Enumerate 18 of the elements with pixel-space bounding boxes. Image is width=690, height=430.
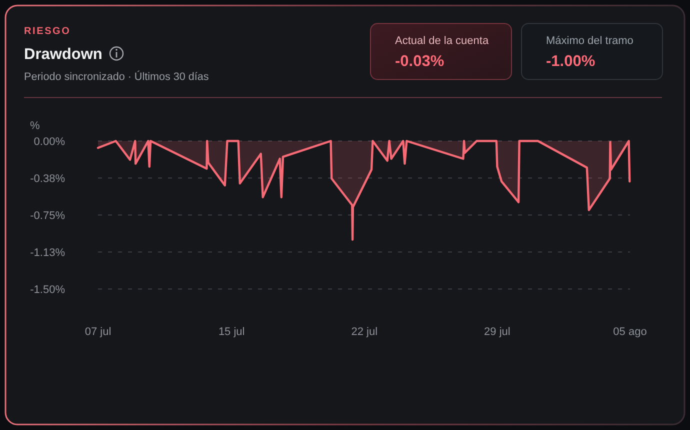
text: -1.00% bbox=[546, 53, 596, 70]
y-tick-label: -1.13% bbox=[30, 246, 66, 259]
y-tick-label: -0.75% bbox=[30, 210, 66, 222]
y-axis-title: % bbox=[30, 120, 40, 132]
text: RIESGO bbox=[24, 26, 71, 37]
x-tick-label: 29 jul bbox=[484, 326, 510, 338]
chart-title: Drawdown bbox=[24, 46, 102, 63]
y-tick-label: 0.00% bbox=[34, 136, 66, 148]
text: Actual de la cuenta bbox=[395, 35, 490, 47]
x-tick-label: 05 ago bbox=[613, 326, 647, 338]
chart-subtitle: Periodo sincronizado · Últimos 30 días bbox=[24, 70, 210, 83]
text: -0.03% bbox=[395, 53, 444, 70]
y-tick-label: -0.38% bbox=[30, 172, 66, 185]
x-tick-label: 22 jul bbox=[351, 326, 378, 338]
y-tick-label: -1.50% bbox=[30, 284, 66, 296]
text: Máximo del tramo bbox=[546, 35, 634, 47]
x-tick-label: 07 jul bbox=[84, 326, 112, 338]
x-tick-label: 15 jul bbox=[218, 326, 245, 338]
